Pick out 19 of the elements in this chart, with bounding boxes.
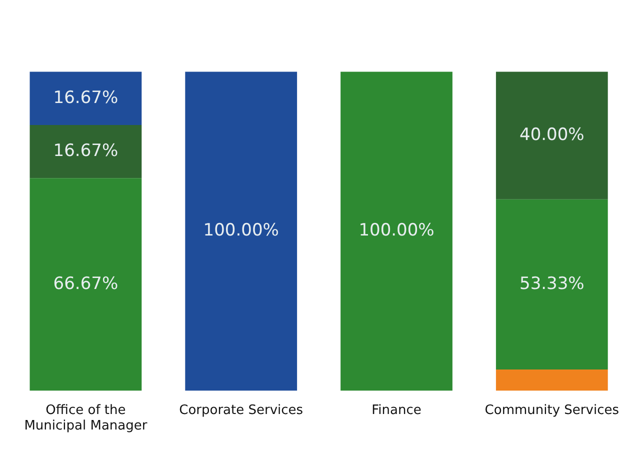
bar (30, 72, 142, 125)
data-label: 16.67% (53, 140, 118, 161)
bar (496, 72, 608, 200)
bar (30, 124, 142, 178)
x-tick-label: Finance (372, 402, 422, 418)
bar (340, 72, 452, 391)
bar (496, 199, 608, 370)
data-label: 100.00% (358, 220, 434, 241)
bar (496, 370, 608, 391)
data-label: 100.00% (203, 220, 279, 241)
data-label: 66.67% (53, 274, 118, 294)
x-tick-label: Office of the Municipal Manager (24, 402, 148, 434)
bar (30, 178, 142, 391)
data-label: 53.33% (519, 274, 584, 294)
bar (185, 72, 298, 391)
data-label: 40.00% (519, 125, 584, 146)
data-label: 16.67% (53, 88, 118, 108)
x-tick-label: Community Services (484, 402, 620, 418)
x-tick-label: Corporate Services (179, 402, 304, 418)
